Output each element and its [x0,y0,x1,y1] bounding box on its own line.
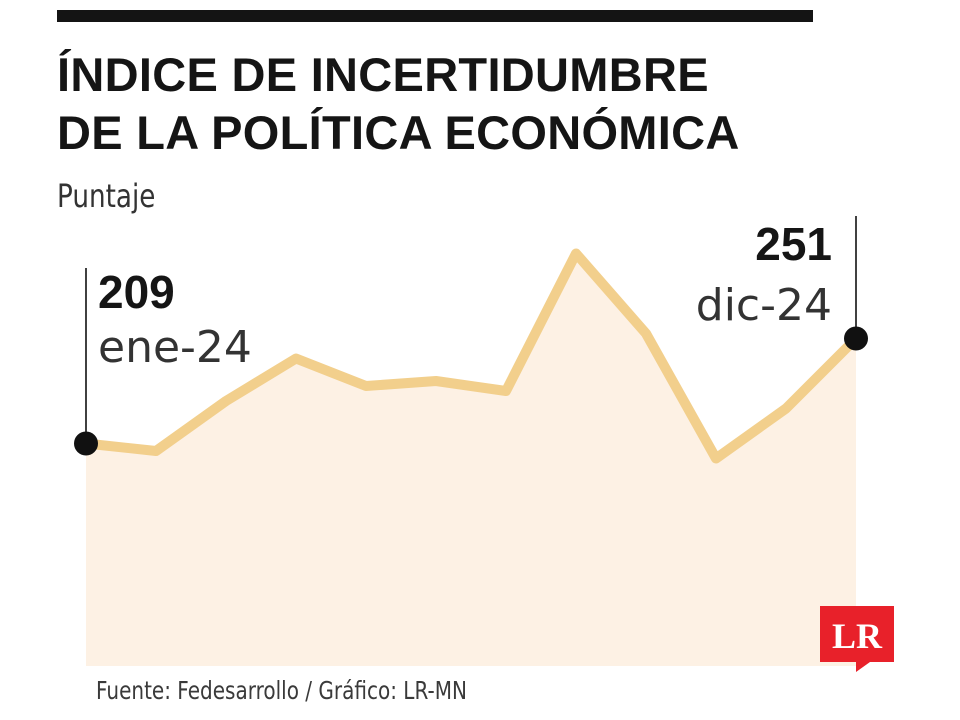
data-point-mar-24 [221,396,231,406]
top-rule [57,10,813,22]
series-line [81,248,861,464]
marker-ene-24 [74,431,98,456]
date-label-ene-24: ene-24 [98,322,252,373]
logo-text: LR [832,616,883,656]
chart-title: ÍNDICE DE INCERTIDUMBRE DE LA POLÍTICA E… [57,46,857,162]
source-note: Fuente: Fedesarrollo / Gráfico: LR-MN [96,676,467,705]
logo-badge [820,606,894,672]
area-fill [86,253,856,666]
chart-title-line-2: DE LA POLÍTICA ECONÓMICA [57,106,740,159]
y-axis-unit-label: Puntaje [57,177,156,215]
data-point-abr-24 [291,354,301,364]
data-point-oct-24 [711,454,721,464]
data-point-nov-24 [781,404,791,414]
data-point-ago-24 [571,249,581,259]
lr-logo: LR [820,606,894,672]
data-point-jul-24 [501,386,511,396]
marker-dic-24 [844,326,868,351]
data-point-jun-24 [431,376,441,386]
data-point-may-24 [361,381,371,391]
date-label-dic-24: dic-24 [696,280,832,331]
value-label-dic-24: 251 [755,218,832,270]
value-label-ene-24: 209 [98,266,175,318]
data-point-feb-24 [151,446,161,456]
chart-title-line-1: ÍNDICE DE INCERTIDUMBRE [57,48,709,101]
data-point-sep-24 [641,329,651,339]
